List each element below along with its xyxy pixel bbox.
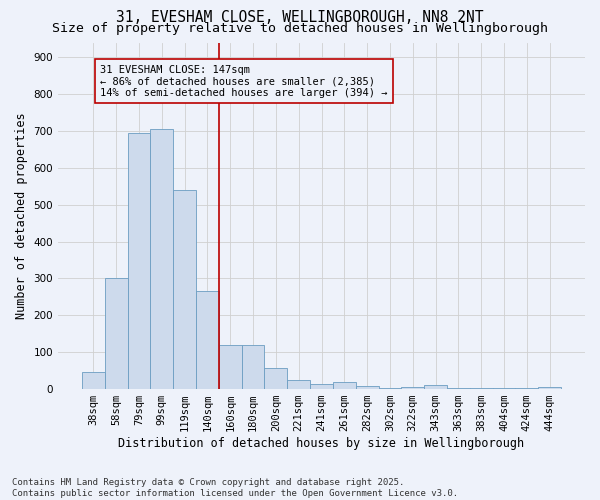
Bar [128, 133, 151, 389]
Bar [242, 345, 265, 389]
Bar [333, 382, 356, 389]
Bar [219, 345, 242, 389]
Bar [196, 292, 219, 389]
Bar [265, 368, 287, 389]
Bar [287, 380, 310, 389]
Bar [310, 384, 333, 389]
Bar [493, 388, 515, 389]
Bar [401, 387, 424, 389]
Text: Size of property relative to detached houses in Wellingborough: Size of property relative to detached ho… [52, 22, 548, 35]
Bar [447, 388, 470, 389]
Bar [470, 388, 493, 389]
Text: 31, EVESHAM CLOSE, WELLINGBOROUGH, NN8 2NT: 31, EVESHAM CLOSE, WELLINGBOROUGH, NN8 2… [116, 10, 484, 25]
Bar [105, 278, 128, 389]
Bar [515, 388, 538, 389]
Bar [538, 387, 561, 389]
X-axis label: Distribution of detached houses by size in Wellingborough: Distribution of detached houses by size … [118, 437, 524, 450]
Y-axis label: Number of detached properties: Number of detached properties [15, 112, 28, 319]
Text: 31 EVESHAM CLOSE: 147sqm
← 86% of detached houses are smaller (2,385)
14% of sem: 31 EVESHAM CLOSE: 147sqm ← 86% of detach… [100, 64, 388, 98]
Bar [424, 386, 447, 389]
Bar [173, 190, 196, 389]
Bar [379, 388, 401, 389]
Bar [82, 372, 105, 389]
Bar [151, 129, 173, 389]
Text: Contains HM Land Registry data © Crown copyright and database right 2025.
Contai: Contains HM Land Registry data © Crown c… [12, 478, 458, 498]
Bar [356, 386, 379, 389]
